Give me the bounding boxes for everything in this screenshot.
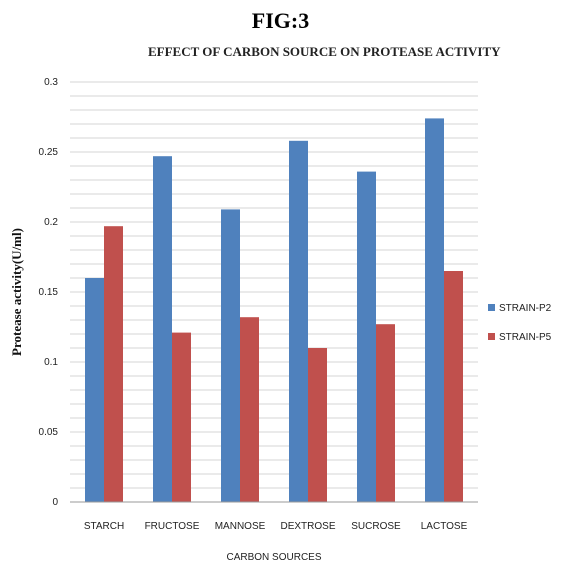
bar-strain-p5-lactose bbox=[444, 271, 463, 502]
y-tick-label: 0.2 bbox=[44, 217, 58, 228]
bar-strain-p5-mannose bbox=[240, 317, 259, 502]
y-axis-title: Protease activity(U/ml) bbox=[9, 228, 24, 356]
bar-strain-p2-dextrose bbox=[289, 140, 308, 503]
legend-label: STRAIN-P5 bbox=[499, 332, 552, 343]
figure-label: FIG:3 bbox=[251, 8, 310, 33]
x-category-label: SUCROSE bbox=[351, 521, 401, 532]
bar-strain-p2-fructose bbox=[153, 156, 172, 502]
y-tick-label: 0.25 bbox=[39, 147, 59, 158]
bar-strain-p5-dextrose bbox=[308, 348, 327, 502]
bar-strain-p2-sucrose bbox=[357, 171, 376, 502]
x-category-label: FRUCTOSE bbox=[145, 521, 200, 532]
x-category-label: MANNOSE bbox=[215, 521, 266, 532]
bar-strain-p2-starch bbox=[85, 278, 104, 502]
bar-strain-p5-starch bbox=[104, 226, 123, 502]
legend: STRAIN-P2 STRAIN-P5 bbox=[488, 303, 552, 343]
x-category-label: LACTOSE bbox=[421, 521, 468, 532]
x-axis-categories: STARCH FRUCTOSE MANNOSE DEXTROSE SUCROSE LACT… bbox=[84, 521, 468, 532]
y-tick-label: 0.1 bbox=[44, 357, 58, 368]
legend-swatch bbox=[488, 304, 495, 311]
y-tick-label: 0.3 bbox=[44, 77, 58, 88]
bar-strain-p2-lactose bbox=[425, 118, 444, 503]
gridlines bbox=[70, 81, 478, 503]
bar-strain-p2-mannose bbox=[221, 209, 240, 502]
x-category-label: DEXTROSE bbox=[280, 521, 335, 532]
legend-label: STRAIN-P2 bbox=[499, 303, 552, 314]
bar-strain-p5-fructose bbox=[172, 332, 191, 502]
x-category-label: STARCH bbox=[84, 521, 124, 532]
y-axis-ticks: 0 0.05 0.1 0.15 0.2 0.25 0.3 bbox=[39, 77, 59, 508]
y-tick-label: 0.15 bbox=[39, 287, 59, 298]
y-tick-label: 0.05 bbox=[39, 427, 59, 438]
bars bbox=[85, 118, 463, 503]
chart-title: EFFECT OF CARBON SOURCE ON PROTEASE ACTI… bbox=[148, 44, 501, 59]
legend-swatch bbox=[488, 333, 495, 340]
x-axis-title: CARBON SOURCES bbox=[226, 552, 321, 563]
y-tick-label: 0 bbox=[52, 497, 58, 508]
bar-strain-p5-sucrose bbox=[376, 324, 395, 502]
